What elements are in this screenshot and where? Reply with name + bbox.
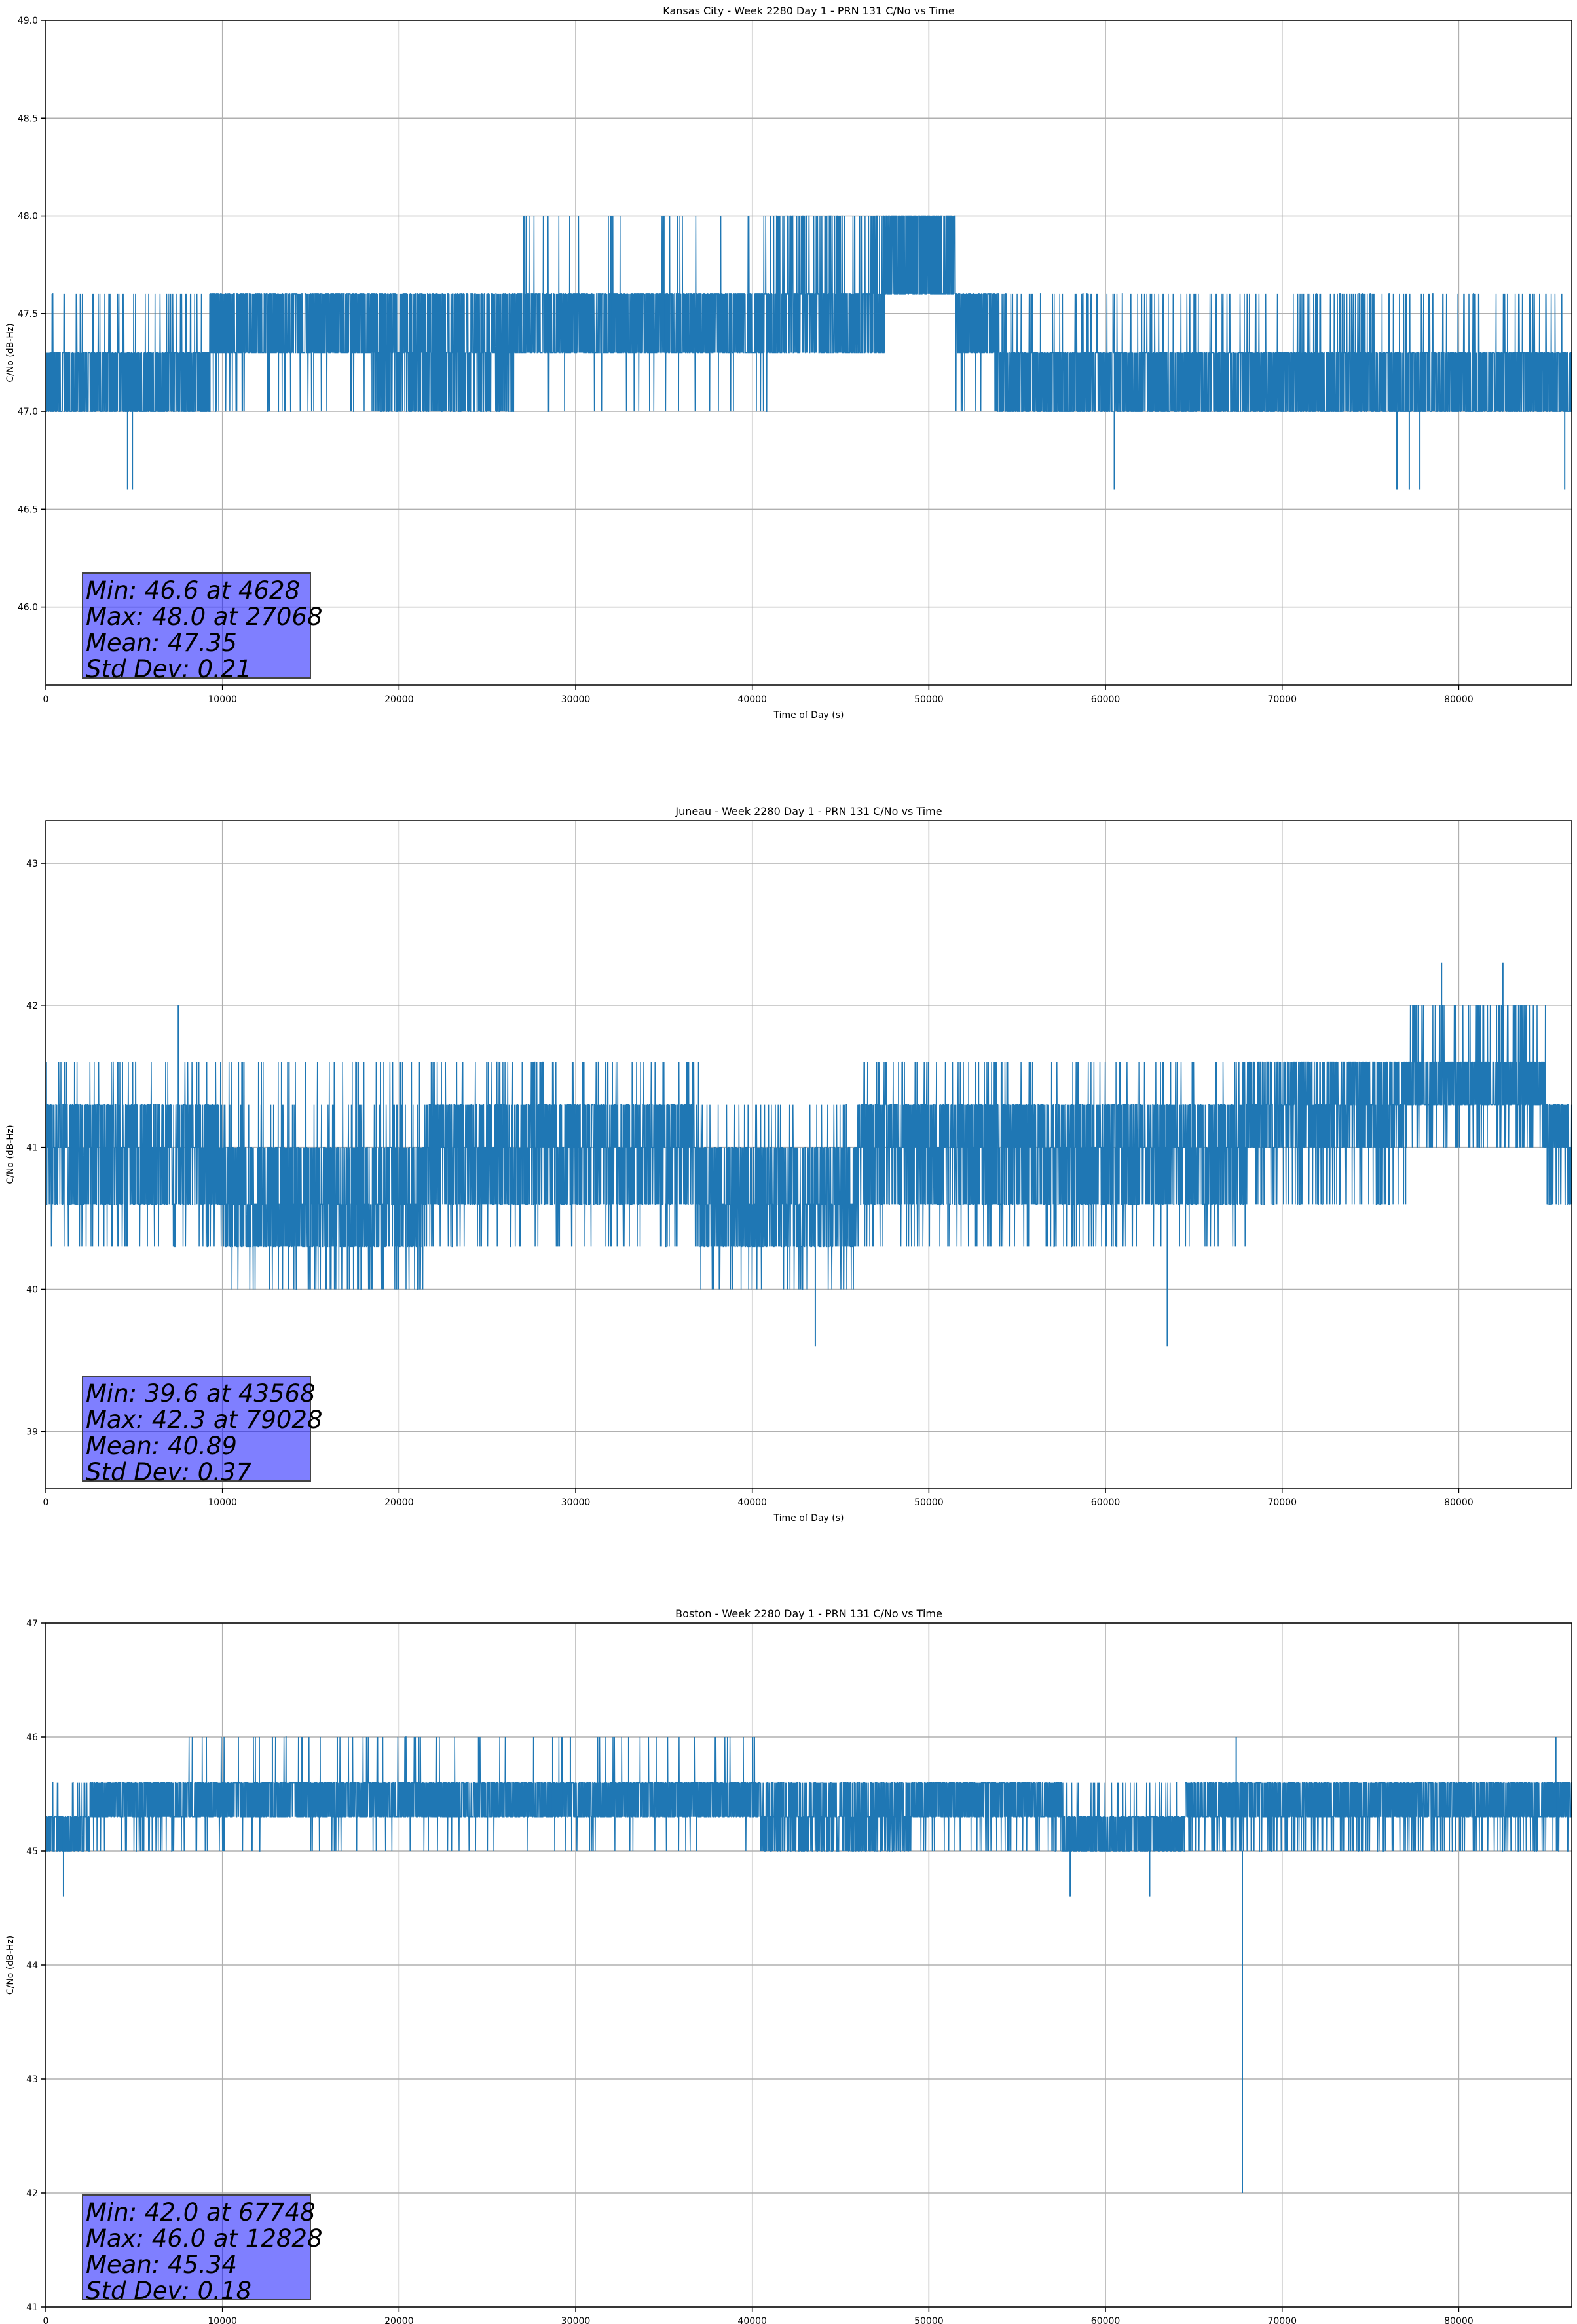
x-tick-label: 80000 [1444,2316,1474,2324]
x-tick-label: 10000 [208,2316,237,2324]
y-tick-label: 48.5 [18,113,38,124]
series-line [46,215,1572,412]
x-tick-label: 40000 [737,694,767,705]
x-tick-label: 10000 [208,694,237,705]
x-axis-label: Time of Day (s) [773,710,844,721]
x-tick-label: 60000 [1091,1497,1121,1508]
stats-box: Min: 42.0 at 67748 Max: 46.0 at 12828 Mean… [82,2194,323,2304]
x-tick-label: 50000 [914,1497,944,1508]
chart-1: 0 10000 20000 30000 40000 50000 60000 70000 8000… [5,5,1572,721]
x-tick-label: 70000 [1267,2316,1297,2324]
y-tick-label: 46.0 [18,603,38,613]
x-tick-label: 20000 [384,2316,414,2324]
series-line [46,1736,1572,1852]
y-tick-label: 45 [26,1846,38,1857]
stats-mean: Mean: 45.34 [86,2251,237,2279]
y-tick-label: 44 [26,1960,38,1971]
y-tick-label: 40 [26,1284,38,1295]
y-tick-label: 47.0 [18,407,38,417]
series-line [46,1005,1572,1290]
x-tick-label: 0 [43,2316,49,2324]
x-tick-label: 0 [43,1497,49,1508]
x-tick-label: 20000 [384,1497,414,1508]
stats-min: Min: 42.0 at 67748 [86,2198,316,2226]
y-tick-label: 46.5 [18,504,38,515]
stats-std-dev: Std Dev: 0.21 [86,655,252,683]
x-tick-label: 40000 [737,1497,767,1508]
y-tick-label: 43 [26,2074,38,2085]
x-tick-label: 30000 [561,1497,591,1508]
x-tick-label: 50000 [914,2316,944,2324]
x-tick-label: 30000 [561,2316,591,2324]
y-tick-label: 46 [26,1733,38,1743]
stats-box: Min: 39.6 at 43568 Max: 42.3 at 79028 Mean… [82,1376,323,1486]
y-tick-label: 48.0 [18,212,38,222]
y-tick-label: 41 [26,2302,38,2313]
x-tick-label: 70000 [1267,694,1297,705]
stats-max: Max: 42.3 at 79028 [86,1406,323,1434]
y-tick-label: 43 [26,859,38,869]
chart-title: Boston - Week 2280 Day 1 - PRN 131 C/No … [675,1607,942,1620]
y-tick-label: 41 [26,1143,38,1153]
stats-box: Min: 46.6 at 4628 Max: 48.0 at 27068 Mean:… [82,572,323,683]
y-tick-label: 47 [26,1619,38,1629]
x-tick-label: 80000 [1444,694,1474,705]
y-axis-label: C/No (dB-Hz) [5,1125,16,1184]
y-tick-label: 42 [26,1001,38,1011]
x-tick-label: 30000 [561,694,591,705]
stats-std-dev: Std Dev: 0.37 [86,1458,252,1486]
stats-mean: Mean: 47.35 [86,629,237,657]
x-tick-label: 10000 [208,1497,237,1508]
stats-min: Min: 39.6 at 43568 [86,1379,316,1408]
chart-title: Kansas City - Week 2280 Day 1 - PRN 131 … [663,5,954,17]
stats-std-dev: Std Dev: 0.18 [86,2277,252,2305]
stats-max: Max: 48.0 at 27068 [86,603,323,631]
x-tick-label: 50000 [914,694,944,705]
x-tick-label: 70000 [1267,1497,1297,1508]
x-tick-label: 0 [43,694,49,705]
y-tick-label: 39 [26,1427,38,1437]
axes-frame [45,20,1572,686]
axes-frame [45,1622,1572,2308]
y-tick-label: 42 [26,2188,38,2199]
y-tick-label: 49.0 [18,16,38,26]
y-axis-label: C/No (dB-Hz) [5,1936,16,1995]
x-tick-label: 80000 [1444,1497,1474,1508]
stats-mean: Mean: 40.89 [86,1432,237,1460]
axes-frame [45,820,1572,1489]
stats-min: Min: 46.6 at 4628 [86,576,301,605]
x-tick-label: 40000 [737,2316,767,2324]
x-tick-label: 60000 [1091,2316,1121,2324]
x-tick-label: 60000 [1091,694,1121,705]
y-axis-label: C/No (dB-Hz) [5,323,16,382]
chart-2: 0 10000 20000 30000 40000 50000 60000 70000 8000… [5,805,1572,1524]
x-axis-label: Time of Day (s) [773,1513,844,1524]
y-tick-label: 47.5 [18,309,38,320]
x-tick-label: 20000 [384,694,414,705]
chart-3: 0 10000 20000 30000 40000 50000 60000 70000 8000… [5,1607,1572,2324]
stats-max: Max: 46.0 at 12828 [86,2224,323,2253]
chart-title: Juneau - Week 2280 Day 1 - PRN 131 C/No … [675,805,942,817]
